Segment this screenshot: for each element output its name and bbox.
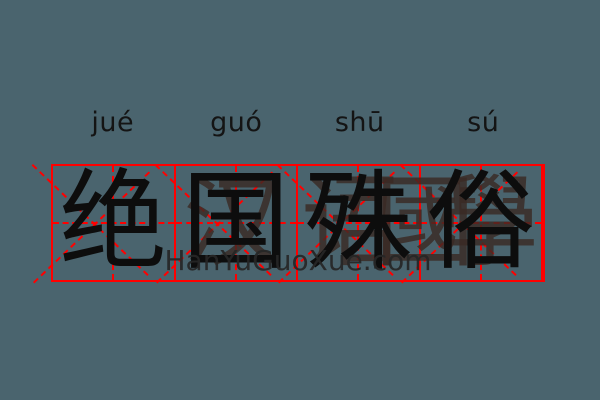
pinyin-cell-2: guó (210, 107, 263, 138)
hanzi-character-3: 殊 (304, 160, 413, 285)
hanzi-character-4: 俗 (426, 160, 535, 285)
pinyin-cell-1: jué (91, 107, 135, 138)
grid-cell-3: 殊 (276, 160, 421, 285)
hanzi-character-1: 绝 (59, 160, 168, 285)
mizige-character-grid: 绝 国 殊 俗 汉 语 國 學 (31, 160, 545, 285)
pinyin-row: jué guó shū sú (51, 103, 545, 143)
grid-cell-1: 绝 (31, 160, 176, 285)
grid-cell-2: 国 (154, 160, 298, 285)
pinyin-cell-3: shū (334, 107, 385, 138)
hanzi-character-2: 国 (181, 160, 290, 285)
grid-cell-4: 俗 (399, 160, 543, 285)
pinyin-cell-4: sú (467, 107, 500, 138)
